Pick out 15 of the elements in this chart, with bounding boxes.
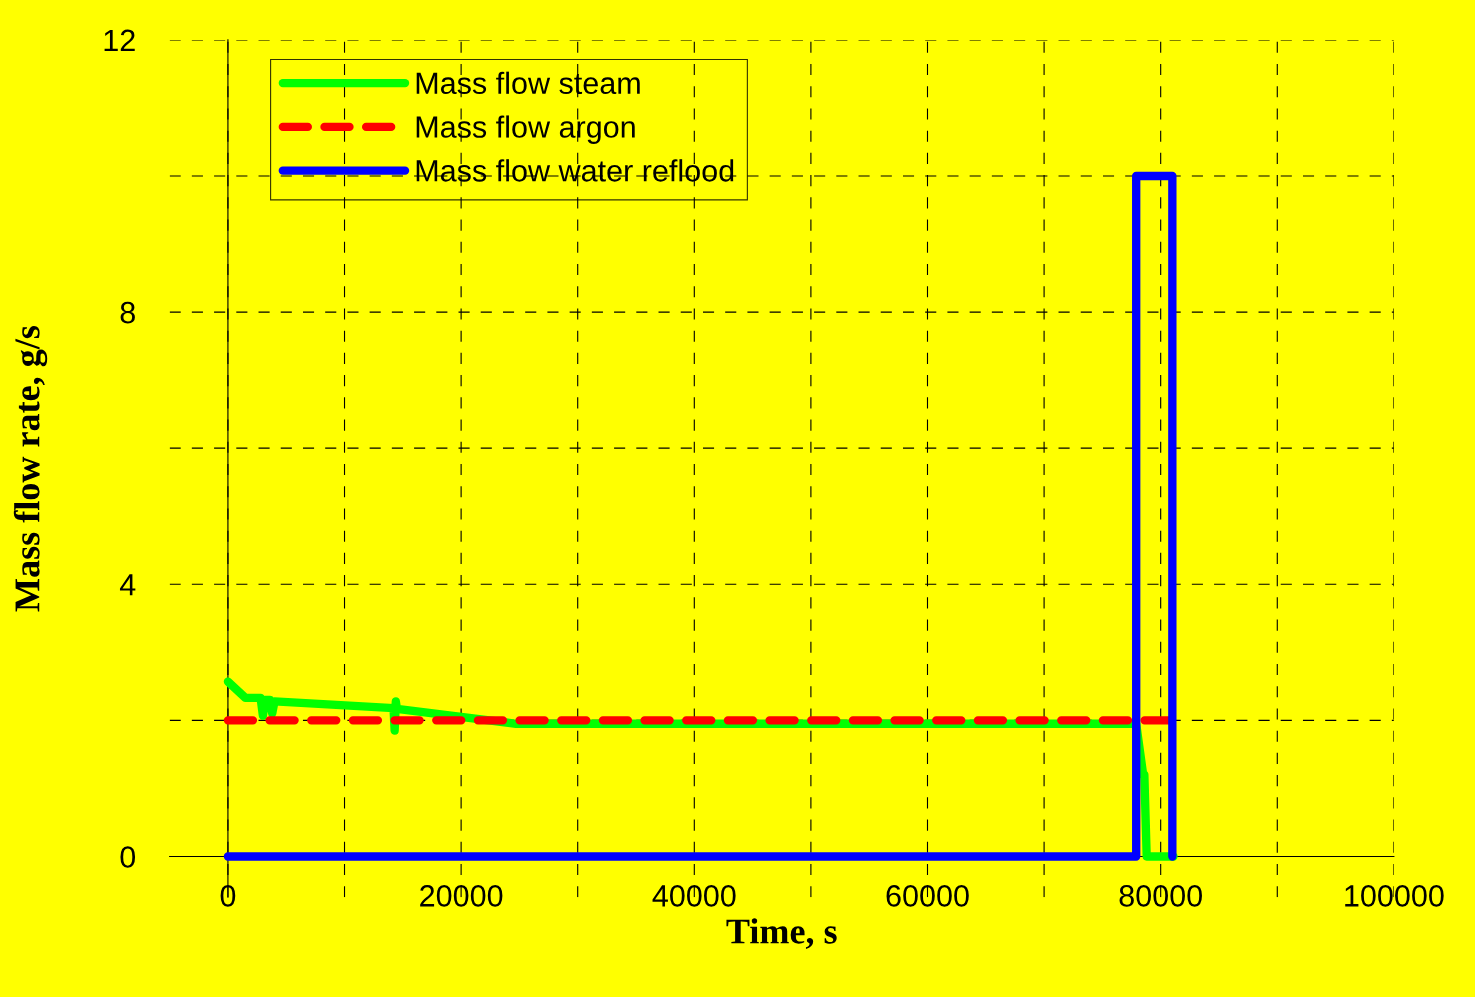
y-tick-label: 4 <box>119 574 136 596</box>
legend-label: Mass flow steam <box>416 71 640 95</box>
x-tick-label: 20000 <box>420 885 503 907</box>
x-tick-label: 40000 <box>652 885 736 907</box>
legend-label: Mass flow water reflood <box>416 159 734 182</box>
y-axis-title: Mass flow rate, g/s <box>13 326 48 612</box>
y-tick-label: 8 <box>120 301 135 324</box>
y-tick-label: 12 <box>104 29 135 51</box>
x-axis-title: Time, s <box>726 918 837 949</box>
x-tick-label: 100000 <box>1345 885 1444 907</box>
x-tick-label: 80000 <box>1119 885 1202 907</box>
x-tick-label: 60000 <box>886 885 969 907</box>
x-tick-label: 0 <box>220 885 236 907</box>
y-tick-label: 0 <box>120 846 136 868</box>
legend-label: Mass flow argon <box>416 115 635 144</box>
